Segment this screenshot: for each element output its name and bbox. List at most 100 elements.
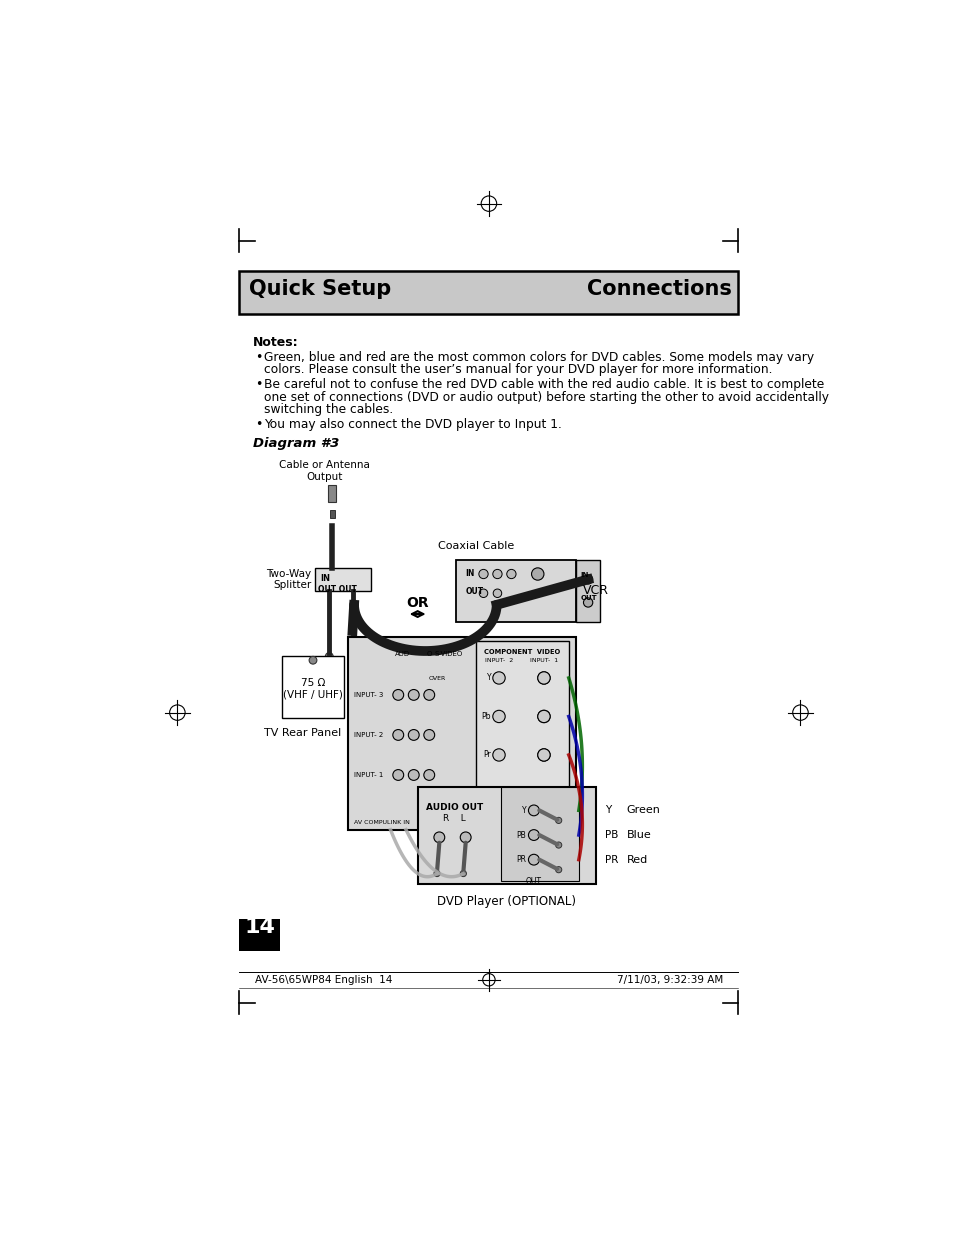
Text: INPUT-  1: INPUT- 1 [529, 658, 558, 663]
Text: •: • [254, 351, 262, 364]
Text: OUT: OUT [525, 877, 541, 887]
Text: Green, blue and red are the most common colors for DVD cables. Some models may v: Green, blue and red are the most common … [264, 351, 814, 364]
Text: one set of connections (DVD or audio output) before starting the other to avoid : one set of connections (DVD or audio out… [264, 390, 828, 404]
Text: Diagram #3: Diagram #3 [253, 437, 339, 450]
Circle shape [434, 871, 439, 877]
Text: TV Rear Panel: TV Rear Panel [264, 729, 341, 739]
Text: AV COMPULINK IN: AV COMPULINK IN [354, 820, 410, 825]
Text: Two-Way
Splitter: Two-Way Splitter [266, 568, 311, 590]
Bar [348, 637, 576, 830]
Text: AUDIO OUT: AUDIO OUT [426, 803, 483, 811]
Circle shape [493, 569, 501, 579]
Circle shape [423, 689, 435, 700]
Circle shape [493, 589, 501, 598]
Text: COMPONENT  VIDEO: COMPONENT VIDEO [483, 648, 559, 655]
Text: Green: Green [626, 805, 660, 815]
Circle shape [537, 748, 550, 761]
Circle shape [537, 672, 550, 684]
Text: IN: IN [319, 574, 330, 583]
Bar [476, 641, 568, 810]
Text: INPUT- 3: INPUT- 3 [354, 692, 383, 698]
Circle shape [478, 589, 487, 598]
Bar [576, 561, 599, 621]
Text: •: • [254, 378, 262, 391]
Text: O: O [426, 651, 432, 657]
Circle shape [408, 769, 418, 781]
Bar [500, 787, 578, 882]
Text: PB: PB [516, 831, 525, 840]
Text: OVER: OVER [428, 676, 445, 680]
Circle shape [537, 710, 550, 722]
Text: 75 Ω
(VHF / UHF): 75 Ω (VHF / UHF) [283, 678, 342, 699]
Text: OUT OUT: OUT OUT [318, 585, 357, 594]
Bar [456, 561, 576, 621]
Text: 7/11/03, 9:32:39 AM: 7/11/03, 9:32:39 AM [616, 974, 722, 984]
Text: OUT: OUT [465, 587, 483, 597]
Text: Y: Y [604, 805, 611, 815]
Text: switching the cables.: switching the cables. [264, 403, 393, 416]
Text: Red: Red [626, 855, 647, 864]
Text: Pr: Pr [483, 751, 491, 760]
Text: •: • [254, 419, 262, 431]
Text: S-VIDEO: S-VIDEO [434, 651, 462, 657]
Circle shape [434, 832, 444, 842]
Circle shape [583, 574, 592, 584]
Text: Y: Y [521, 806, 525, 815]
Text: DVD Player (OPTIONAL): DVD Player (OPTIONAL) [436, 895, 576, 908]
Text: You may also connect the DVD player to Input 1.: You may also connect the DVD player to I… [264, 419, 561, 431]
Circle shape [478, 569, 488, 579]
Circle shape [555, 842, 561, 848]
Circle shape [408, 689, 418, 700]
Circle shape [408, 730, 418, 740]
Text: IN: IN [579, 572, 588, 578]
Text: AV-56\65WP84 English  14: AV-56\65WP84 English 14 [254, 974, 392, 984]
Circle shape [583, 598, 592, 608]
Circle shape [506, 569, 516, 579]
Circle shape [393, 730, 403, 740]
Text: Coaxial Cable: Coaxial Cable [437, 541, 514, 551]
Text: AUD: AUD [395, 651, 409, 657]
Text: Connections: Connections [586, 279, 731, 299]
Text: INPUT-  2: INPUT- 2 [484, 658, 513, 663]
Text: colors. Please consult the user’s manual for your DVD player for more informatio: colors. Please consult the user’s manual… [264, 363, 772, 375]
Circle shape [309, 656, 316, 664]
Text: OUT: OUT [579, 595, 597, 600]
Circle shape [423, 769, 435, 781]
Text: Notes:: Notes: [253, 336, 298, 350]
Text: IN: IN [465, 569, 475, 578]
Bar [315, 568, 371, 592]
Bar [330, 510, 335, 517]
Circle shape [528, 830, 538, 841]
Circle shape [555, 818, 561, 824]
Text: Quick Setup: Quick Setup [249, 279, 392, 299]
Bar [239, 919, 279, 951]
Text: VCR: VCR [582, 584, 608, 598]
Text: OR: OR [406, 595, 429, 610]
Circle shape [459, 832, 471, 842]
Text: Pb: Pb [481, 711, 491, 721]
Circle shape [537, 748, 550, 761]
Text: PR: PR [516, 855, 525, 864]
Circle shape [528, 805, 538, 816]
Text: Be careful not to confuse the red DVD cable with the red audio cable. It is best: Be careful not to confuse the red DVD ca… [264, 378, 823, 391]
Text: Cable or Antenna
Output: Cable or Antenna Output [279, 461, 370, 482]
Circle shape [493, 748, 505, 761]
Circle shape [493, 710, 505, 722]
Bar [239, 272, 738, 314]
Text: Y: Y [486, 673, 491, 683]
Bar [328, 485, 335, 503]
Circle shape [531, 568, 543, 580]
Circle shape [537, 710, 550, 722]
Text: Blue: Blue [626, 830, 651, 840]
Bar [417, 787, 596, 883]
Circle shape [393, 769, 403, 781]
Bar [282, 656, 344, 718]
Circle shape [348, 652, 356, 661]
Circle shape [555, 867, 561, 873]
Circle shape [493, 672, 505, 684]
Circle shape [423, 730, 435, 740]
Circle shape [325, 652, 333, 661]
Circle shape [393, 689, 403, 700]
Text: R    L: R L [443, 814, 466, 824]
Text: PR: PR [604, 855, 618, 864]
